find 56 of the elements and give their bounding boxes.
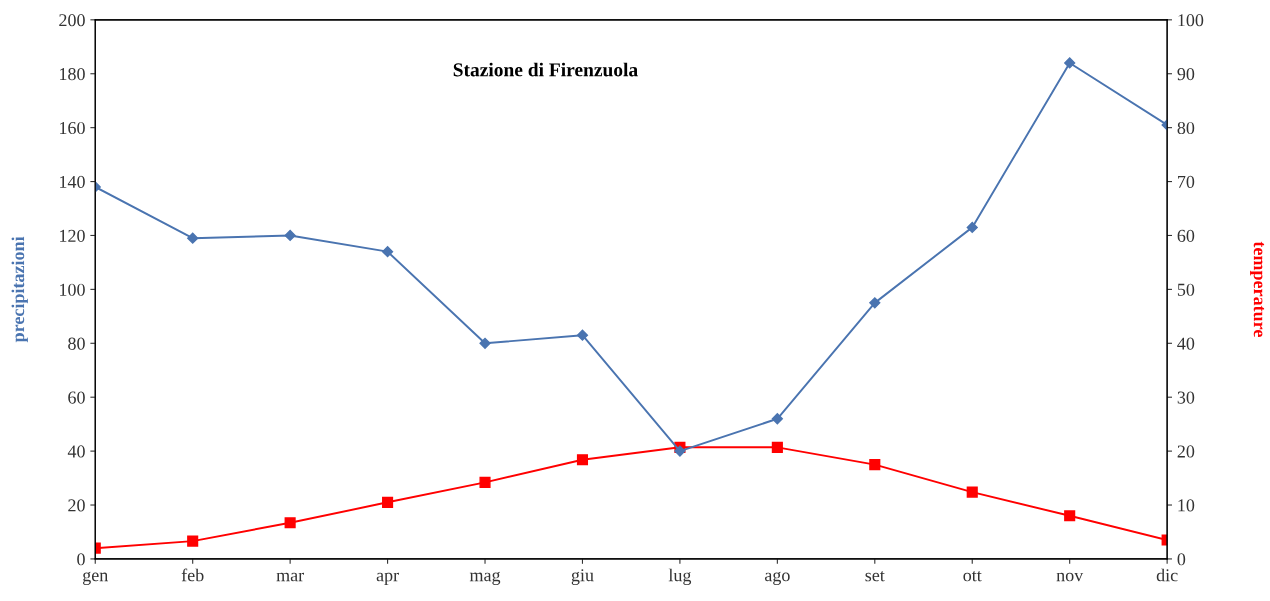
- y-tick-label: 40: [67, 445, 85, 458]
- point: [966, 221, 978, 233]
- y2-tick-label: 70: [1178, 175, 1195, 188]
- y2-tick-label: 80: [1177, 121, 1195, 135]
- point: [869, 297, 881, 309]
- point: [966, 486, 978, 498]
- y-tick-label: 160: [60, 121, 85, 135]
- y-tick-label: 180: [60, 68, 85, 81]
- y2-tick-label: 100: [1178, 14, 1204, 27]
- point: [284, 517, 296, 529]
- point: [284, 229, 296, 242]
- y2-tick-label: 0: [1177, 553, 1186, 566]
- y-tick-label: 100: [60, 283, 85, 296]
- x-tick-label: giu: [571, 569, 594, 586]
- y-tick-label: 80: [68, 337, 85, 350]
- point: [771, 413, 783, 425]
- y2-tick-label: 40: [1177, 337, 1195, 350]
- y-axis-title: precipitazioni: [11, 236, 28, 343]
- x-tick-label: ago: [764, 571, 790, 586]
- x-tick-label: feb: [181, 568, 204, 582]
- x-tick-label: nov: [1056, 572, 1084, 582]
- point: [869, 459, 881, 471]
- y2-tick-label: 10: [1178, 499, 1195, 512]
- point: [381, 246, 394, 258]
- y-tick-label: 20: [68, 499, 85, 512]
- point: [576, 454, 589, 466]
- point: [382, 496, 394, 508]
- x-tick-label: set: [865, 571, 885, 582]
- y-tick-label: 200: [59, 14, 85, 27]
- y2-axis-title: temperature: [1250, 241, 1265, 337]
- point: [1064, 510, 1076, 522]
- x-tick-label: dic: [1156, 568, 1178, 582]
- point: [1064, 57, 1076, 69]
- point: [674, 445, 686, 457]
- x-tick-label: lug: [668, 568, 692, 586]
- point: [576, 329, 589, 341]
- x-tick-label: ott: [963, 571, 982, 582]
- y-tick-label: 140: [60, 175, 85, 188]
- y2-tick-label: 30: [1177, 391, 1195, 404]
- x-tick-label: apr: [376, 572, 399, 586]
- y-tick-label: 120: [60, 229, 85, 242]
- y2-tick-label: 20: [1177, 445, 1195, 458]
- point: [187, 232, 199, 244]
- text: Stazione di Firenzuola: [453, 62, 638, 77]
- y2-tick-label: 50: [1177, 283, 1195, 296]
- y2-tick-label: 90: [1177, 68, 1195, 81]
- point: [479, 476, 491, 488]
- x-tick-label: mar: [276, 572, 305, 582]
- y-tick-label: 60: [68, 391, 85, 404]
- x-tick-label: gen: [82, 571, 109, 586]
- x-tick-label: mag: [469, 571, 501, 586]
- y-tick-label: 0: [77, 553, 85, 566]
- y2-tick-label: 60: [1177, 229, 1195, 242]
- point: [771, 441, 783, 453]
- point: [187, 535, 199, 547]
- point: [479, 337, 491, 349]
